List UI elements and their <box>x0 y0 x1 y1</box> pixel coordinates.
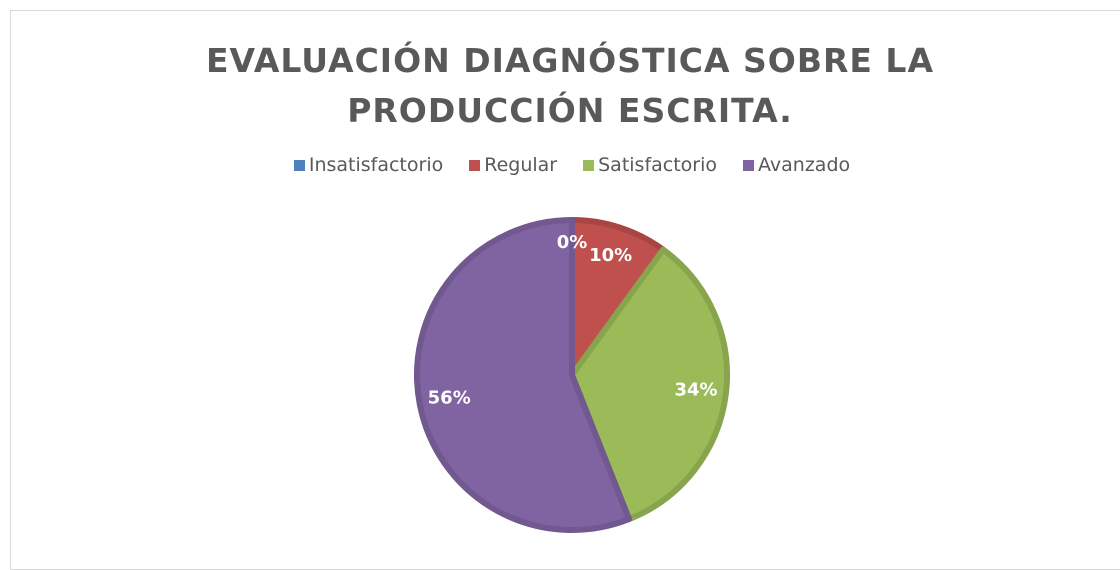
legend-item: Avanzado <box>743 154 850 176</box>
legend-item: Satisfactorio <box>583 154 717 176</box>
legend-item: Regular <box>469 154 557 176</box>
legend-swatch <box>583 159 595 171</box>
pie-slice <box>569 246 730 523</box>
legend: Insatisfactorio Regular Satisfactorio Avanz… <box>0 154 1120 176</box>
chart: 0%10% 34% 56% <box>414 217 730 533</box>
data-label: 0% <box>557 232 588 253</box>
legend-label: Satisfactorio <box>598 154 718 176</box>
legend-label: Regular <box>484 154 558 176</box>
data-label: 34% <box>674 380 717 401</box>
legend-swatch <box>293 159 305 171</box>
pie-slice <box>569 217 667 378</box>
data-label: 10% <box>589 245 632 266</box>
legend-swatch <box>743 159 755 171</box>
legend-label: Insatisfactorio <box>308 154 444 176</box>
legend-swatch <box>469 159 481 171</box>
legend-item: Insatisfactorio <box>293 154 444 176</box>
pie-slice <box>414 217 633 533</box>
page: EVALUACIÓN DIAGNÓSTICA SOBRE LA PRODUCCI… <box>0 10 1120 570</box>
legend-label: Avanzado <box>758 154 851 176</box>
chart-title: EVALUACIÓN DIAGNÓSTICA SOBRE LA PRODUCCI… <box>206 41 934 130</box>
data-label: 56% <box>428 387 471 408</box>
